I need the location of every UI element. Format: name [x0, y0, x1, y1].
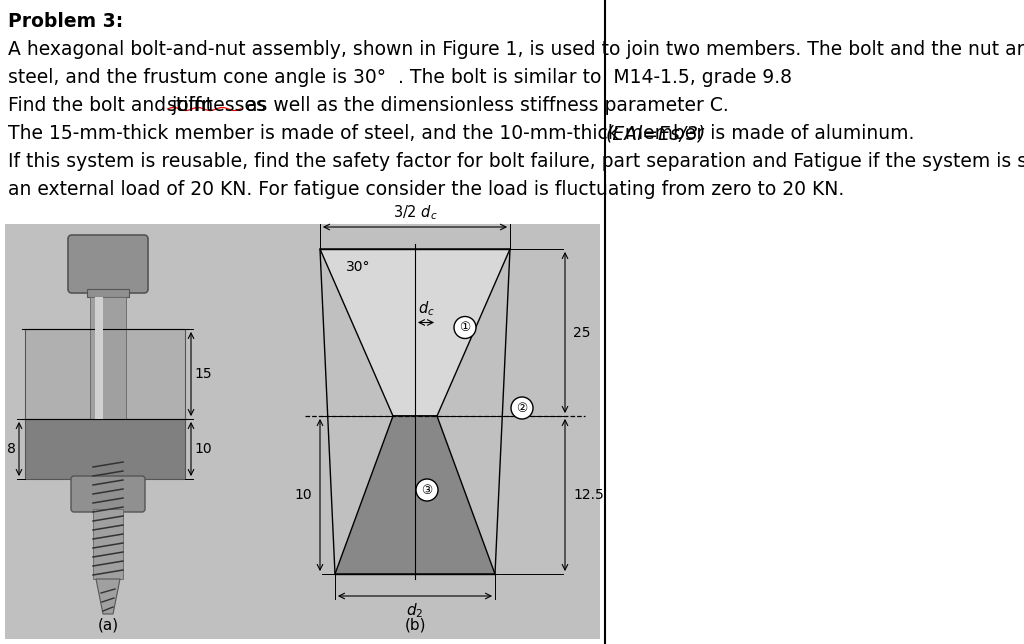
Bar — [25, 329, 185, 419]
Text: (EAl=Es/3): (EAl=Es/3) — [606, 124, 707, 143]
Text: A hexagonal bolt-and-nut assembly, shown in Figure 1, is used to join two member: A hexagonal bolt-and-nut assembly, shown… — [8, 40, 1024, 59]
Text: (a): (a) — [97, 617, 119, 632]
Text: stiffnesses: stiffnesses — [167, 96, 267, 115]
Text: steel, and the frustum cone angle is 30°  . The bolt is similar to  M14-1.5, gra: steel, and the frustum cone angle is 30°… — [8, 68, 792, 87]
Circle shape — [416, 479, 438, 501]
Text: $\mathit{d_2}$: $\mathit{d_2}$ — [407, 601, 424, 620]
Bar — [5, 224, 600, 639]
Bar — [25, 419, 185, 479]
Text: 30°: 30° — [345, 260, 370, 274]
Text: Find the bolt and joint: Find the bolt and joint — [8, 96, 219, 115]
Text: If this system is reusable, find the safety factor for bolt failure, part separa: If this system is reusable, find the saf… — [8, 152, 1024, 171]
Text: as well as the dimensionless stiffness parameter C.: as well as the dimensionless stiffness p… — [241, 96, 729, 115]
Text: (b): (b) — [404, 617, 426, 632]
Text: $\mathit{d_c}$: $\mathit{d_c}$ — [418, 299, 434, 317]
Bar — [95, 297, 103, 419]
Circle shape — [511, 397, 534, 419]
Text: The 15-mm-thick member is made of steel, and the 10-mm-thick member is made of a: The 15-mm-thick member is made of steel,… — [8, 124, 927, 143]
Polygon shape — [335, 416, 495, 574]
Text: 10: 10 — [195, 442, 212, 456]
Text: 8: 8 — [6, 442, 15, 456]
Polygon shape — [96, 579, 120, 614]
Circle shape — [454, 316, 476, 339]
Text: $\mathit{3/2\ d_c}$: $\mathit{3/2\ d_c}$ — [393, 204, 437, 222]
Text: 25: 25 — [573, 325, 591, 339]
Text: an external load of 20 KN. For fatigue consider the load is fluctuating from zer: an external load of 20 KN. For fatigue c… — [8, 180, 844, 199]
Text: 15: 15 — [195, 367, 212, 381]
Bar — [93, 509, 123, 579]
Text: 12.5: 12.5 — [573, 488, 604, 502]
Polygon shape — [319, 249, 510, 416]
Bar — [87, 289, 129, 297]
Text: 10: 10 — [294, 488, 312, 502]
FancyBboxPatch shape — [71, 476, 145, 512]
Text: ①: ① — [460, 321, 471, 334]
Text: Problem 3:: Problem 3: — [8, 12, 123, 31]
Text: ③: ③ — [421, 484, 432, 497]
Bar — [90, 297, 126, 419]
Text: ②: ② — [516, 401, 527, 415]
FancyBboxPatch shape — [68, 235, 148, 293]
